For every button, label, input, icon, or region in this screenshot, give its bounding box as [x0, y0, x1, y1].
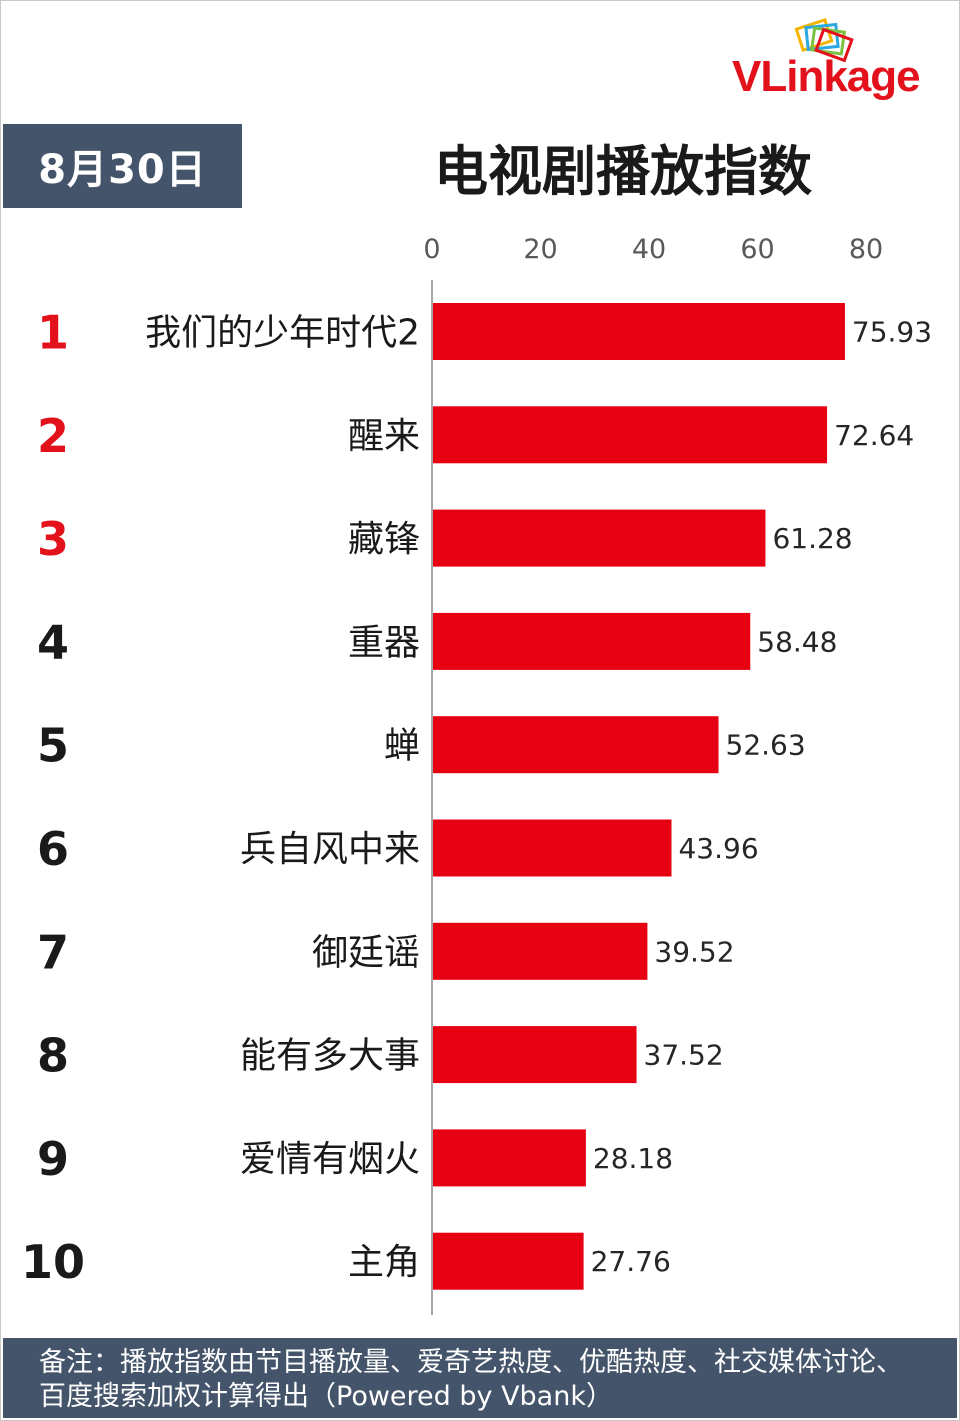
- x-tick-label: 80: [849, 234, 883, 265]
- x-tick-label: 40: [632, 234, 666, 265]
- rank-number: 10: [21, 1235, 85, 1289]
- data-label: 27.76: [591, 1245, 671, 1278]
- data-label: 52.63: [726, 729, 806, 762]
- x-tick-label: 20: [523, 234, 557, 265]
- category-label: 御廷谣: [312, 932, 420, 973]
- category-label: 兵自风中来: [240, 829, 420, 870]
- rank-number: 3: [37, 512, 69, 566]
- data-label: 37.52: [644, 1039, 724, 1072]
- vlinkage-logo: VLinkage: [730, 18, 955, 102]
- logo-text: VLinkage: [732, 52, 921, 101]
- bar: [433, 716, 719, 774]
- category-label: 主角: [348, 1242, 420, 1283]
- data-label: 39.52: [654, 935, 734, 968]
- footer-note: 备注：播放指数由节目播放量、爱奇艺热度、优酷热度、社交媒体讨论、百度搜索加权计算…: [3, 1338, 957, 1418]
- data-label: 43.96: [678, 832, 758, 865]
- data-label: 58.48: [757, 625, 837, 658]
- rank-number: 2: [37, 409, 69, 463]
- chart-title: 电视剧播放指数: [434, 139, 812, 203]
- rank-number: 1: [37, 306, 69, 360]
- rank-number: 5: [37, 719, 69, 773]
- data-label: 72.64: [834, 419, 914, 452]
- category-label: 能有多大事: [240, 1036, 420, 1077]
- rank-number: 7: [37, 925, 69, 979]
- data-label: 28.18: [593, 1142, 673, 1175]
- category-label: 藏锋: [348, 519, 420, 560]
- category-label: 爱情有烟火: [240, 1139, 420, 1180]
- bar: [433, 819, 672, 877]
- bar: [433, 406, 828, 464]
- rank-number: 4: [37, 615, 69, 669]
- rank-number: 6: [37, 822, 69, 876]
- data-label: 61.28: [772, 522, 852, 555]
- bar: [433, 303, 845, 360]
- x-tick-label: 0: [423, 234, 440, 265]
- bar: [433, 1129, 586, 1187]
- logo-cards-icon: [794, 18, 854, 63]
- category-label: 我们的少年时代2: [145, 313, 420, 354]
- bar: [433, 612, 751, 670]
- data-label: 75.93: [852, 316, 932, 349]
- rank-number: 9: [37, 1132, 69, 1186]
- x-tick-label: 60: [740, 234, 774, 265]
- category-label: 重器: [348, 622, 420, 663]
- bar: [433, 1232, 584, 1290]
- bar: [433, 922, 648, 980]
- category-label: 醒来: [348, 416, 420, 457]
- bar: [433, 509, 766, 567]
- category-label: 蝉: [384, 726, 420, 767]
- bar-chart: 0 20 40 60 80 75.93 我们的少年时代2 1 72.64 醒来 2 61.28 藏锋 3 5…: [21, 234, 932, 1315]
- date-label: 8月30日: [3, 124, 242, 208]
- bar: [433, 1026, 637, 1084]
- rank-number: 8: [37, 1029, 69, 1083]
